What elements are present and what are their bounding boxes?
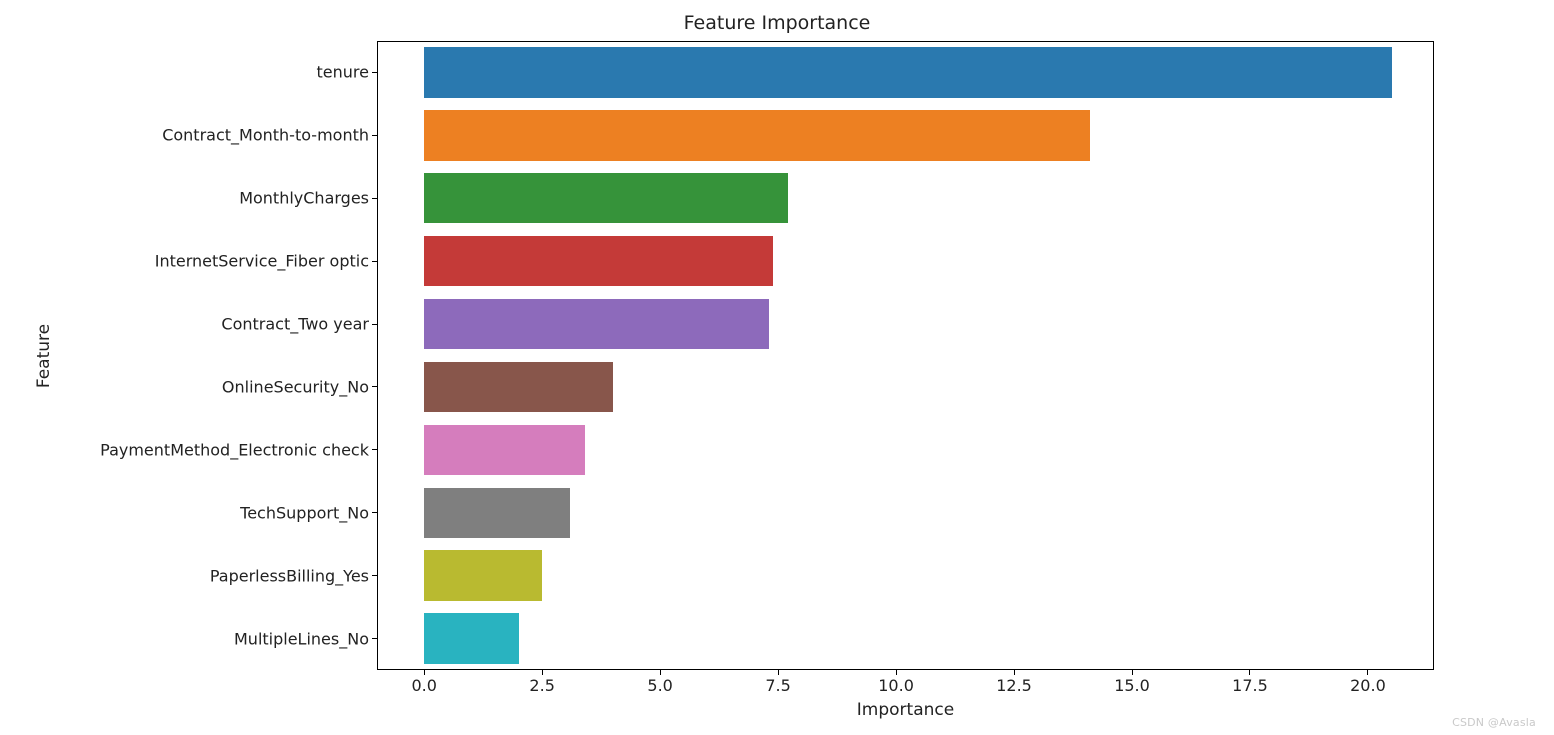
ytick-mark	[372, 512, 377, 513]
ytick-label: MultipleLines_No	[2, 629, 369, 648]
ytick-mark	[372, 449, 377, 450]
ytick-mark	[372, 575, 377, 576]
xtick-mark	[660, 670, 661, 675]
xtick-mark	[1132, 670, 1133, 675]
xtick-mark	[896, 670, 897, 675]
ytick-label: tenure	[2, 63, 369, 82]
chart-title: Feature Importance	[0, 12, 1554, 34]
ytick-mark	[372, 638, 377, 639]
bar	[424, 173, 787, 223]
xtick-label: 2.5	[529, 676, 554, 695]
xtick-mark	[778, 670, 779, 675]
xtick-label: 7.5	[765, 676, 790, 695]
xtick-mark	[1367, 670, 1368, 675]
ytick-label: PaperlessBilling_Yes	[2, 566, 369, 585]
xtick-mark	[542, 670, 543, 675]
xtick-label: 5.0	[647, 676, 672, 695]
bar	[424, 299, 768, 349]
ytick-label: Contract_Month-to-month	[2, 126, 369, 145]
bar	[424, 236, 773, 286]
ytick-label: OnlineSecurity_No	[2, 377, 369, 396]
xtick-mark	[1249, 670, 1250, 675]
x-axis-label: Importance	[857, 700, 954, 720]
ytick-label: InternetService_Fiber optic	[2, 252, 369, 271]
bar	[424, 110, 1089, 160]
watermark: CSDN @Avasla	[1452, 716, 1536, 729]
bar	[424, 47, 1391, 97]
ytick-mark	[372, 386, 377, 387]
xtick-label: 17.5	[1232, 676, 1268, 695]
xtick-label: 15.0	[1114, 676, 1150, 695]
bar	[424, 488, 570, 538]
bar	[424, 362, 613, 412]
xtick-mark	[424, 670, 425, 675]
ytick-label: PaymentMethod_Electronic check	[2, 440, 369, 459]
bar	[424, 425, 584, 475]
xtick-label: 10.0	[878, 676, 914, 695]
ytick-label: MonthlyCharges	[2, 189, 369, 208]
bar	[424, 613, 518, 663]
xtick-label: 20.0	[1350, 676, 1386, 695]
ytick-mark	[372, 198, 377, 199]
ytick-label: Contract_Two year	[2, 315, 369, 334]
ytick-label: TechSupport_No	[2, 503, 369, 522]
xtick-label: 0.0	[411, 676, 436, 695]
bar	[424, 550, 542, 600]
ytick-mark	[372, 324, 377, 325]
xtick-label: 12.5	[996, 676, 1032, 695]
ytick-mark	[372, 261, 377, 262]
y-axis-label: Feature	[34, 323, 54, 387]
ytick-mark	[372, 72, 377, 73]
ytick-mark	[372, 135, 377, 136]
xtick-mark	[1014, 670, 1015, 675]
